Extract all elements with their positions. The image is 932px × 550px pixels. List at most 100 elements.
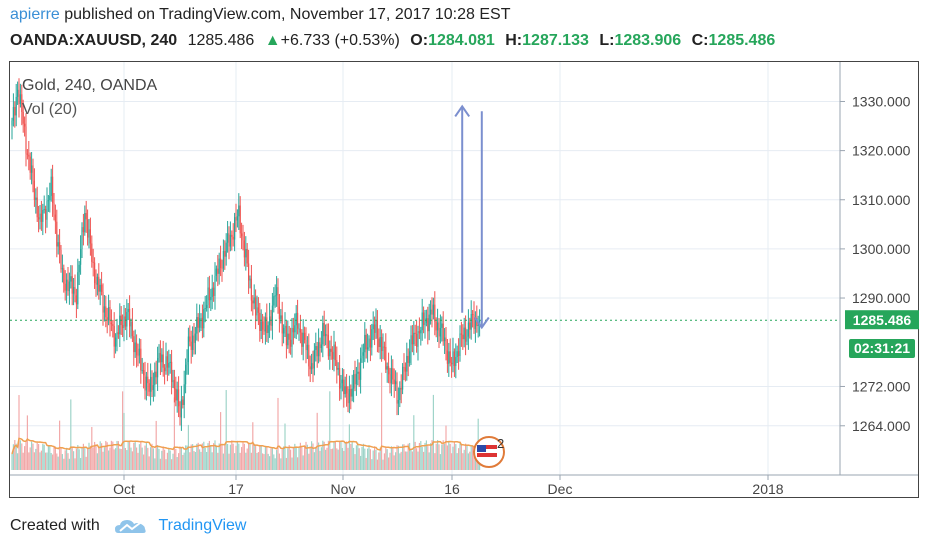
- candle-body: [129, 308, 131, 327]
- volume-bar: [210, 446, 212, 470]
- candle-body: [52, 176, 54, 204]
- candle-body: [466, 336, 468, 342]
- volume-bar: [367, 448, 369, 470]
- candle-body: [311, 363, 313, 370]
- volume-bar: [154, 458, 156, 470]
- candle-body: [372, 324, 374, 330]
- candle-body: [362, 352, 364, 356]
- candle-body: [32, 165, 34, 181]
- volume-bar: [302, 455, 304, 470]
- candle-body: [148, 383, 150, 392]
- volume-bar: [241, 447, 243, 470]
- volume-bar: [350, 443, 352, 470]
- volume-bar: [256, 452, 258, 470]
- volume-bar: [406, 451, 408, 470]
- candle-body: [150, 376, 152, 392]
- candle-body: [399, 387, 401, 401]
- candle-body: [143, 370, 145, 376]
- candle-body: [101, 284, 103, 292]
- volume-bar: [33, 452, 35, 470]
- volume-bar: [309, 446, 311, 470]
- candle-body: [316, 346, 318, 357]
- event-flag-icon[interactable]: 2: [473, 436, 505, 468]
- candle-body: [61, 268, 63, 270]
- candle-body: [270, 316, 272, 326]
- volume-bar: [206, 451, 208, 470]
- volume-bar: [435, 443, 437, 470]
- volume-bar: [432, 394, 434, 470]
- tradingview-link[interactable]: TradingView: [158, 517, 247, 535]
- volume-bar: [134, 441, 136, 470]
- volume-bar: [119, 448, 121, 470]
- candle-body: [208, 287, 210, 301]
- candle-body: [145, 376, 147, 391]
- candle-body: [77, 272, 79, 305]
- candle-body: [74, 287, 76, 296]
- volume-bar: [110, 440, 112, 470]
- candle-body: [102, 291, 104, 313]
- volume-bar: [57, 456, 59, 470]
- volume-bar: [203, 441, 205, 470]
- candle-body: [256, 307, 258, 316]
- volume-bar: [106, 442, 108, 470]
- candle-body: [204, 308, 206, 310]
- volume-bar: [273, 454, 275, 470]
- candle-body: [229, 234, 231, 247]
- volume-bar: [369, 449, 371, 470]
- chart-frame[interactable]: [9, 61, 919, 498]
- candle-body: [448, 351, 450, 364]
- countdown-tag: 02:31:21: [849, 339, 915, 358]
- candle-body: [22, 111, 24, 124]
- volume-bar: [360, 455, 362, 470]
- candle-body: [257, 307, 259, 313]
- volume-bar: [236, 440, 238, 470]
- candle-body: [378, 338, 380, 347]
- candle-body: [371, 329, 373, 348]
- candle-body: [70, 276, 72, 282]
- x-tick-label: 2018: [752, 481, 783, 497]
- candle-body: [403, 366, 405, 368]
- volume-bar: [158, 448, 160, 470]
- candle-body: [388, 366, 390, 375]
- volume-bar: [71, 446, 73, 470]
- candle-body: [285, 325, 287, 346]
- candle-body: [271, 305, 273, 326]
- candle-body: [353, 374, 355, 389]
- volume-bar: [77, 445, 79, 470]
- y-tick-label: 1310.000: [852, 192, 911, 208]
- low-label: L:: [599, 32, 615, 49]
- volume-bar: [113, 449, 115, 470]
- volume-bar: [407, 443, 409, 470]
- volume-bar: [298, 447, 300, 470]
- candle-body: [462, 334, 464, 340]
- candle-body: [376, 320, 378, 339]
- volume-bar: [271, 447, 273, 470]
- volume-bars: [11, 372, 481, 470]
- author-link[interactable]: apierre: [10, 6, 60, 23]
- volume-bar: [147, 447, 149, 470]
- symbol-label: OANDA:XAUUSD, 240: [10, 32, 178, 49]
- volume-bar: [31, 441, 33, 470]
- volume-bar: [101, 443, 103, 470]
- volume-bar: [22, 452, 24, 470]
- candle-body: [351, 388, 353, 397]
- candle-body: [11, 120, 13, 126]
- candle-body: [116, 332, 118, 338]
- volume-bar: [451, 453, 453, 470]
- volume-bar: [283, 446, 285, 470]
- volume-bar: [442, 440, 444, 470]
- candle-body: [266, 317, 268, 333]
- volume-bar: [78, 449, 80, 470]
- candle-body: [47, 200, 49, 202]
- volume-bar: [439, 454, 441, 470]
- candle-body: [400, 387, 402, 390]
- candle-body: [280, 315, 282, 319]
- volume-bar: [259, 445, 261, 470]
- candle-body: [427, 318, 429, 332]
- volume-bar: [234, 453, 236, 470]
- candle-body: [260, 321, 262, 331]
- candle-body: [294, 325, 296, 333]
- candle-body: [73, 287, 75, 294]
- candle-body: [283, 327, 285, 334]
